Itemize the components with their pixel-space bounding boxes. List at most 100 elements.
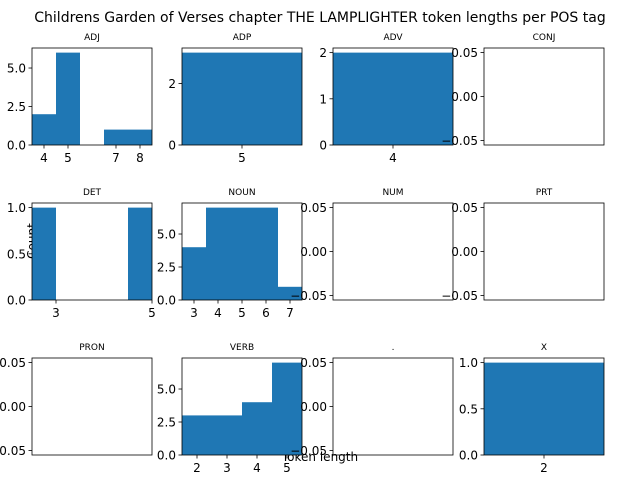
histogram-bar <box>182 52 302 145</box>
x-tick-label: 5 <box>64 151 72 165</box>
panel-title: PRON <box>79 343 105 353</box>
x-tick-label: 4 <box>214 306 222 320</box>
histogram-bar <box>212 415 242 455</box>
histogram-bar <box>254 207 278 300</box>
chart-title: Childrens Garden of Verses chapter THE L… <box>34 10 605 26</box>
x-tick-label: 3 <box>190 306 198 320</box>
y-tick-label: 5.0 <box>157 228 176 242</box>
y-tick-label: 1.0 <box>7 201 26 215</box>
x-tick-label: 4 <box>253 461 261 475</box>
histogram-bar <box>32 207 56 300</box>
panel-frame <box>332 357 454 456</box>
histogram-bar <box>128 129 152 145</box>
panel-title: DET <box>83 188 102 198</box>
y-tick-label: 0 <box>319 139 327 153</box>
y-tick-label: 0.5 <box>459 402 478 416</box>
y-tick-label: 0.05 <box>451 46 478 60</box>
y-tick-label: 2.5 <box>157 261 176 275</box>
panel-frame <box>332 202 454 301</box>
y-tick-label: −0.05 <box>441 134 478 148</box>
y-tick-label: 0.00 <box>300 400 327 414</box>
panel: PRON −0.05 0.00 0.05 <box>0 343 153 458</box>
panel: X 2 0.0 0.5 1.0 <box>459 343 605 475</box>
x-tick-label: 2 <box>193 461 201 475</box>
histogram-bar <box>230 207 254 300</box>
x-tick-label: 3 <box>223 461 231 475</box>
histogram-bar <box>272 362 302 455</box>
y-tick-label: 0.00 <box>300 245 327 259</box>
histogram-bar <box>206 207 230 300</box>
x-tick-label: 2 <box>540 461 548 475</box>
histogram-bar <box>484 362 604 455</box>
y-tick-label: 1 <box>319 92 327 106</box>
y-tick-label: 0 <box>168 139 176 153</box>
y-tick-label: 0.05 <box>300 356 327 370</box>
y-tick-label: 0.05 <box>300 201 327 215</box>
y-tick-label: 5.0 <box>7 62 26 76</box>
y-tick-label: 0.00 <box>451 245 478 259</box>
y-tick-label: −0.05 <box>0 444 26 458</box>
y-tick-label: 0.0 <box>157 294 176 308</box>
y-tick-label: 2.5 <box>157 416 176 430</box>
y-tick-label: −0.05 <box>290 289 327 303</box>
x-tick-label: 7 <box>286 306 294 320</box>
y-tick-label: 0.00 <box>451 90 478 104</box>
y-tick-label: 0.00 <box>0 400 26 414</box>
panel-title: X <box>541 343 547 353</box>
x-tick-label: 7 <box>112 151 120 165</box>
panel: VERB 2 3 4 5 0.0 2.5 5.0 <box>157 343 303 475</box>
y-tick-label: 2 <box>319 46 327 60</box>
y-tick-label: 2.5 <box>7 100 26 114</box>
panel-title: PRT <box>536 188 553 198</box>
x-tick-label: 4 <box>40 151 48 165</box>
panel: ADP 5 0 2 <box>168 33 303 165</box>
panel: DET 3 5 0.0 0.5 1.0 <box>7 188 156 320</box>
panel: NUM −0.05 0.00 0.05 <box>290 188 454 303</box>
panel-frame <box>31 47 153 146</box>
histogram-bar <box>104 129 128 145</box>
histogram-bar <box>56 52 80 145</box>
panel: ADJ 4 5 7 8 0.0 2.5 5.0 <box>7 33 153 165</box>
panel: NOUN 3 4 5 6 7 0.0 2.5 5.0 <box>157 188 303 320</box>
histogram-bar <box>333 52 453 145</box>
y-tick-label: 0.0 <box>157 449 176 463</box>
panel-frame <box>181 357 303 456</box>
panel-title: CONJ <box>533 33 556 43</box>
panel: ADV 4 0 1 2 <box>319 33 454 165</box>
x-tick-label: 5 <box>148 306 156 320</box>
panel-title: ADV <box>383 33 403 43</box>
histogram-bar <box>182 247 206 300</box>
histogram-bar <box>242 402 272 455</box>
panel-frame <box>483 47 605 146</box>
panel: CONJ −0.05 0.00 0.05 <box>441 33 605 148</box>
y-tick-label: 0.5 <box>7 247 26 261</box>
y-tick-label: 0.05 <box>0 356 26 370</box>
panel-frame <box>483 202 605 301</box>
y-tick-label: −0.05 <box>441 289 478 303</box>
x-tick-label: 6 <box>262 306 270 320</box>
x-tick-label: 8 <box>136 151 144 165</box>
panel-title: NUM <box>382 188 403 198</box>
y-tick-label: 0.0 <box>7 294 26 308</box>
y-tick-label: 2 <box>168 77 176 91</box>
y-tick-label: 0.05 <box>451 201 478 215</box>
histogram-bar <box>278 286 302 300</box>
y-tick-label: 0.0 <box>459 449 478 463</box>
panel-frame <box>31 202 153 301</box>
x-tick-label: 5 <box>238 151 246 165</box>
y-tick-label: 1.0 <box>459 356 478 370</box>
x-tick-label: 5 <box>238 306 246 320</box>
y-tick-label: 0.0 <box>7 139 26 153</box>
histogram-bar <box>32 114 56 145</box>
panel-title: VERB <box>230 343 254 353</box>
panel-title: ADJ <box>84 33 100 43</box>
x-tick-label: 5 <box>283 461 291 475</box>
panel-frame <box>31 357 153 456</box>
histogram-bar <box>128 207 152 300</box>
y-tick-label: −0.05 <box>290 444 327 458</box>
panel-title: NOUN <box>228 188 255 198</box>
x-tick-label: 3 <box>52 306 60 320</box>
